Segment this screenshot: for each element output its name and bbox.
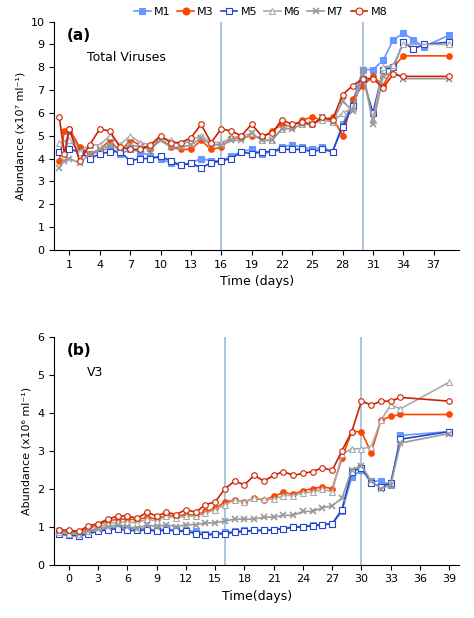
Text: Total Viruses: Total Viruses [87,51,165,64]
Text: (a): (a) [66,28,91,43]
Y-axis label: Abundance (x10⁷ ml⁻¹): Abundance (x10⁷ ml⁻¹) [15,72,25,200]
X-axis label: Time (days): Time (days) [219,275,294,288]
Y-axis label: Abundance (x10⁶ ml⁻¹): Abundance (x10⁶ ml⁻¹) [22,387,32,515]
Legend: M1, M3, M5, M6, M7, M8: M1, M3, M5, M6, M7, M8 [129,2,392,22]
Text: (b): (b) [66,344,91,358]
Text: V3: V3 [87,366,103,379]
X-axis label: Time(days): Time(days) [221,590,292,603]
